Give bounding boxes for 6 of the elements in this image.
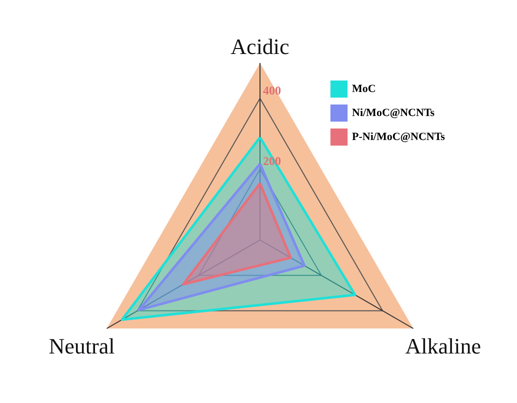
spoke-label: Alkaline xyxy=(405,334,482,358)
legend-label: Ni/MoC@NCNTs xyxy=(352,107,436,119)
legend-label: P-Ni/MoC@NCNTs xyxy=(352,131,446,143)
spoke-label: Acidic xyxy=(230,34,290,59)
spoke-label: Neutral xyxy=(48,334,115,358)
legend-label: MoC xyxy=(352,83,376,95)
